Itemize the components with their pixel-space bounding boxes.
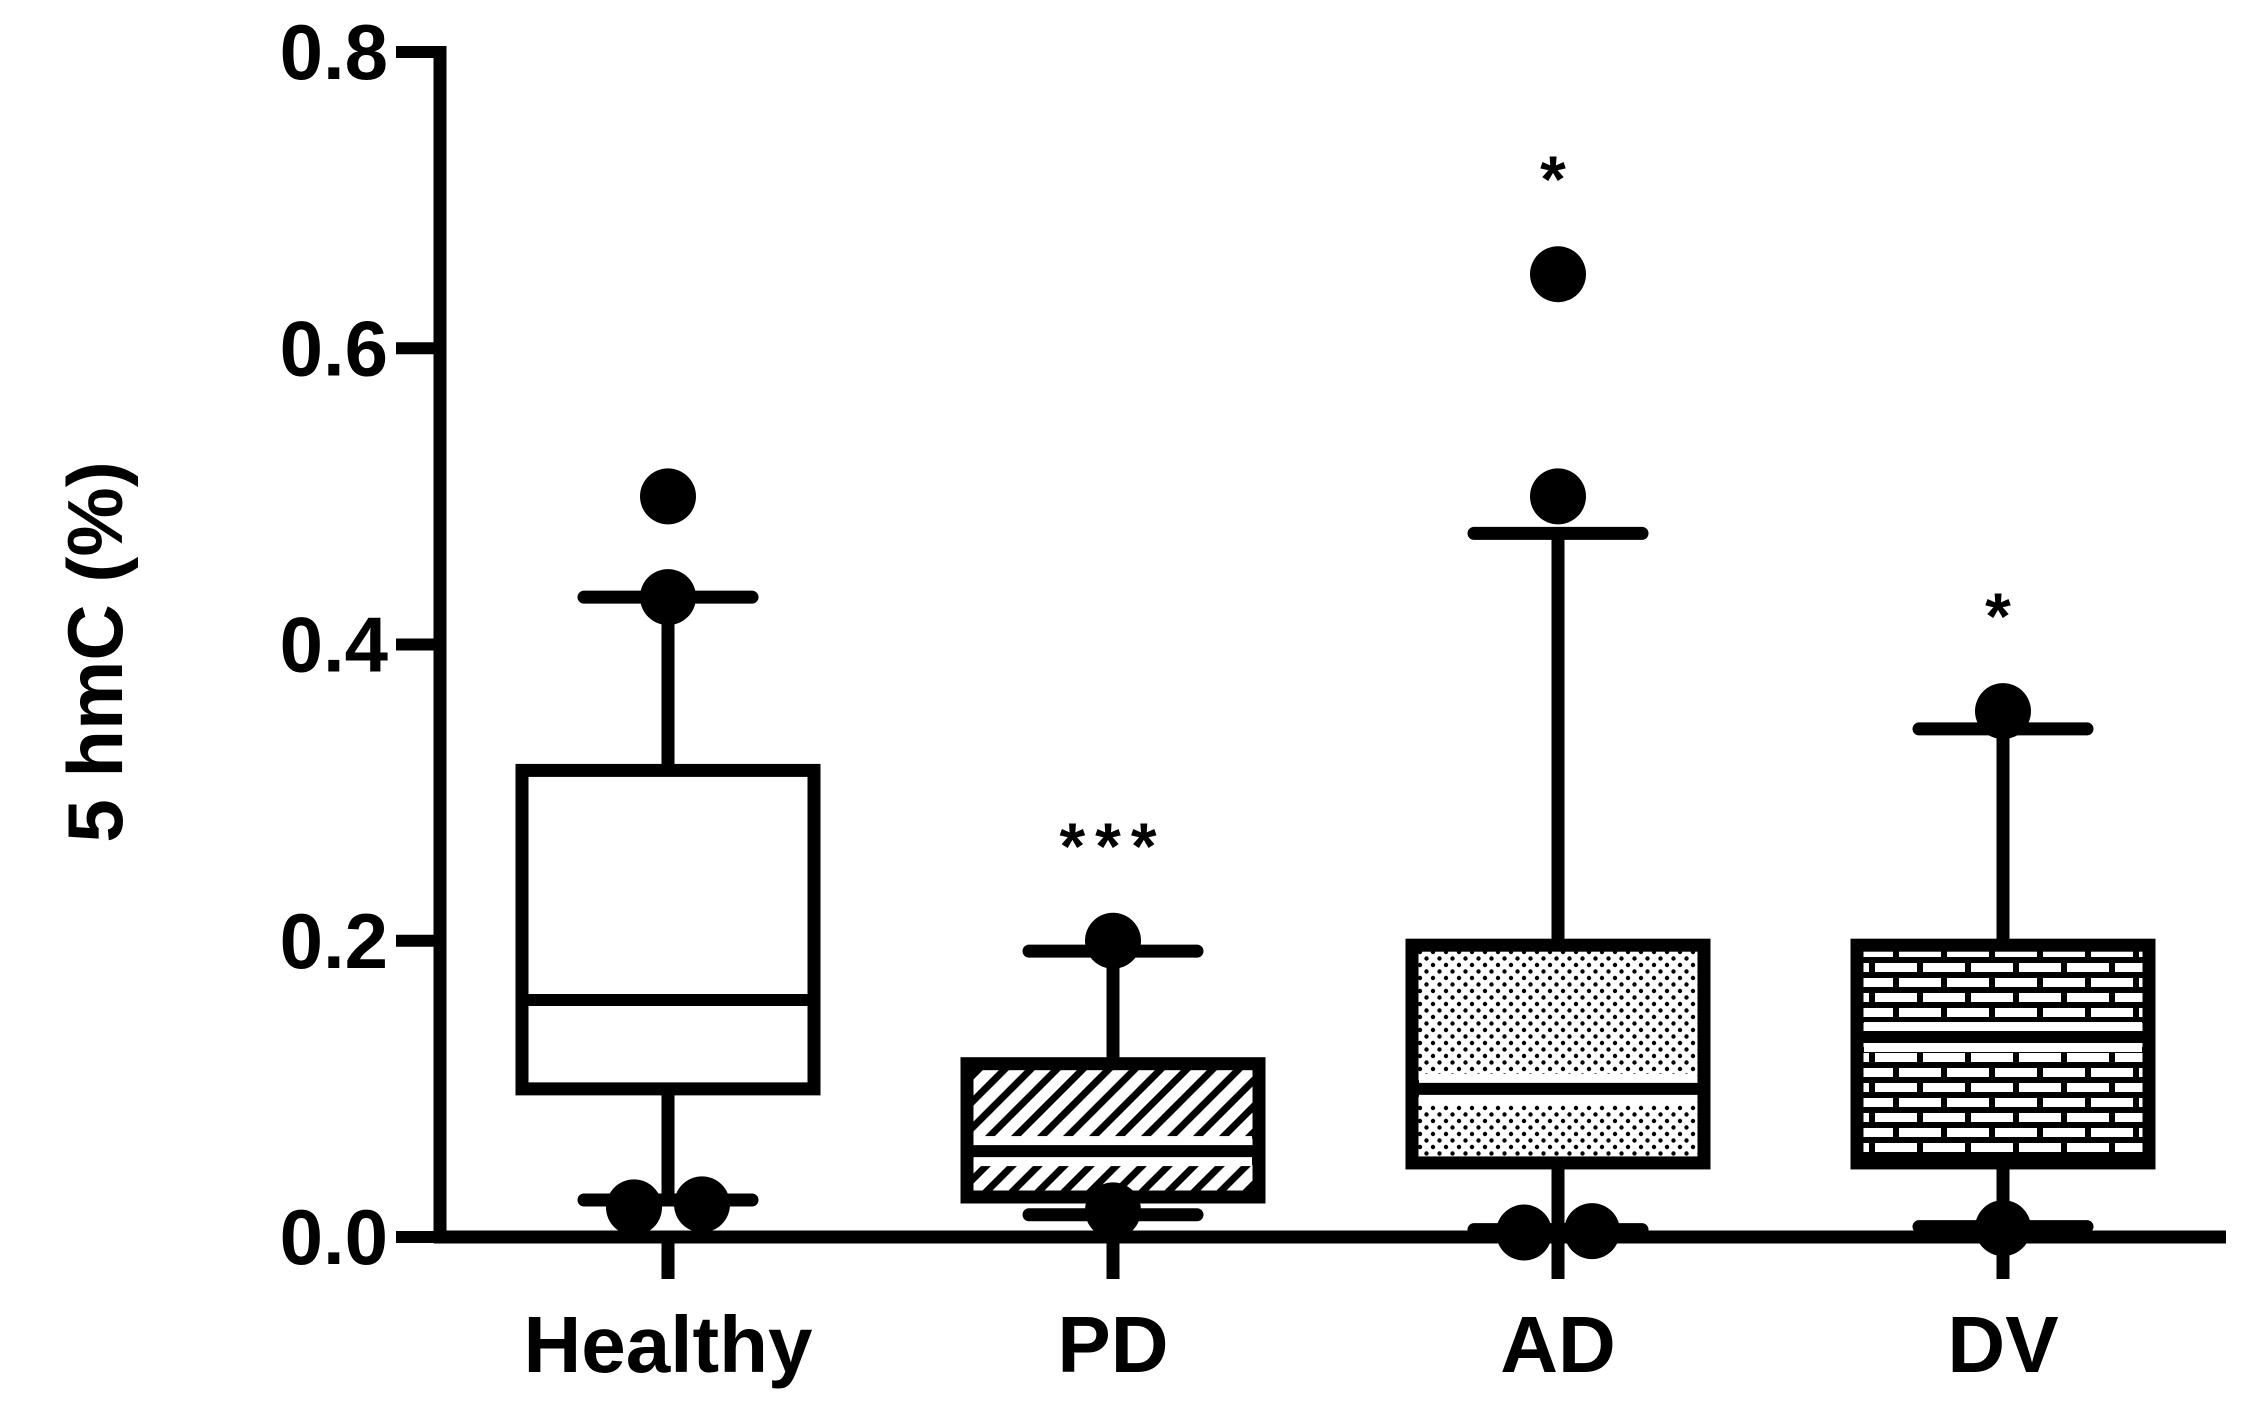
box-group-pd: ***	[960, 809, 1266, 1279]
y-tick-label: 0.2	[280, 897, 388, 985]
outlier-point	[640, 569, 696, 626]
x-axis-labels: Healthy PD AD DV	[524, 1300, 2059, 1389]
x-tick-label: AD	[1500, 1300, 1616, 1389]
box-iqr	[960, 1057, 1266, 1204]
box-groups: *****	[515, 142, 2156, 1279]
x-tick-label: DV	[1947, 1300, 2058, 1389]
box-group-ad: *	[1405, 142, 1711, 1279]
outlier-point	[1085, 1182, 1141, 1239]
y-axis-ticks: 0.0 0.2 0.4 0.6 0.8	[280, 8, 440, 1281]
outlier-point	[1975, 1200, 2031, 1257]
y-axis-label: 5 hmC (%)	[51, 461, 139, 842]
significance-marker: ***	[1059, 809, 1166, 883]
significance-marker: *	[1985, 579, 2021, 653]
x-tick-label: Healthy	[524, 1300, 813, 1389]
y-tick-label: 0.6	[280, 304, 388, 392]
outlier-point	[606, 1179, 662, 1236]
box-iqr	[515, 763, 821, 1096]
outlier-point	[1085, 912, 1141, 969]
outlier-point	[1530, 246, 1586, 303]
outlier-point	[674, 1176, 730, 1233]
y-tick-label: 0.4	[280, 601, 388, 689]
outlier-point	[640, 468, 696, 525]
x-tick-label: PD	[1057, 1300, 1168, 1389]
box-group-healthy	[515, 468, 821, 1279]
box-iqr	[1850, 938, 2156, 1170]
y-tick-label: 0.0	[280, 1193, 388, 1281]
outlier-point	[1975, 683, 2031, 740]
y-tick-label: 0.8	[280, 8, 388, 96]
outlier-point	[1530, 468, 1586, 525]
box-iqr	[1405, 938, 1711, 1170]
box-group-dv: *	[1850, 579, 2156, 1279]
significance-marker: *	[1540, 142, 1576, 216]
